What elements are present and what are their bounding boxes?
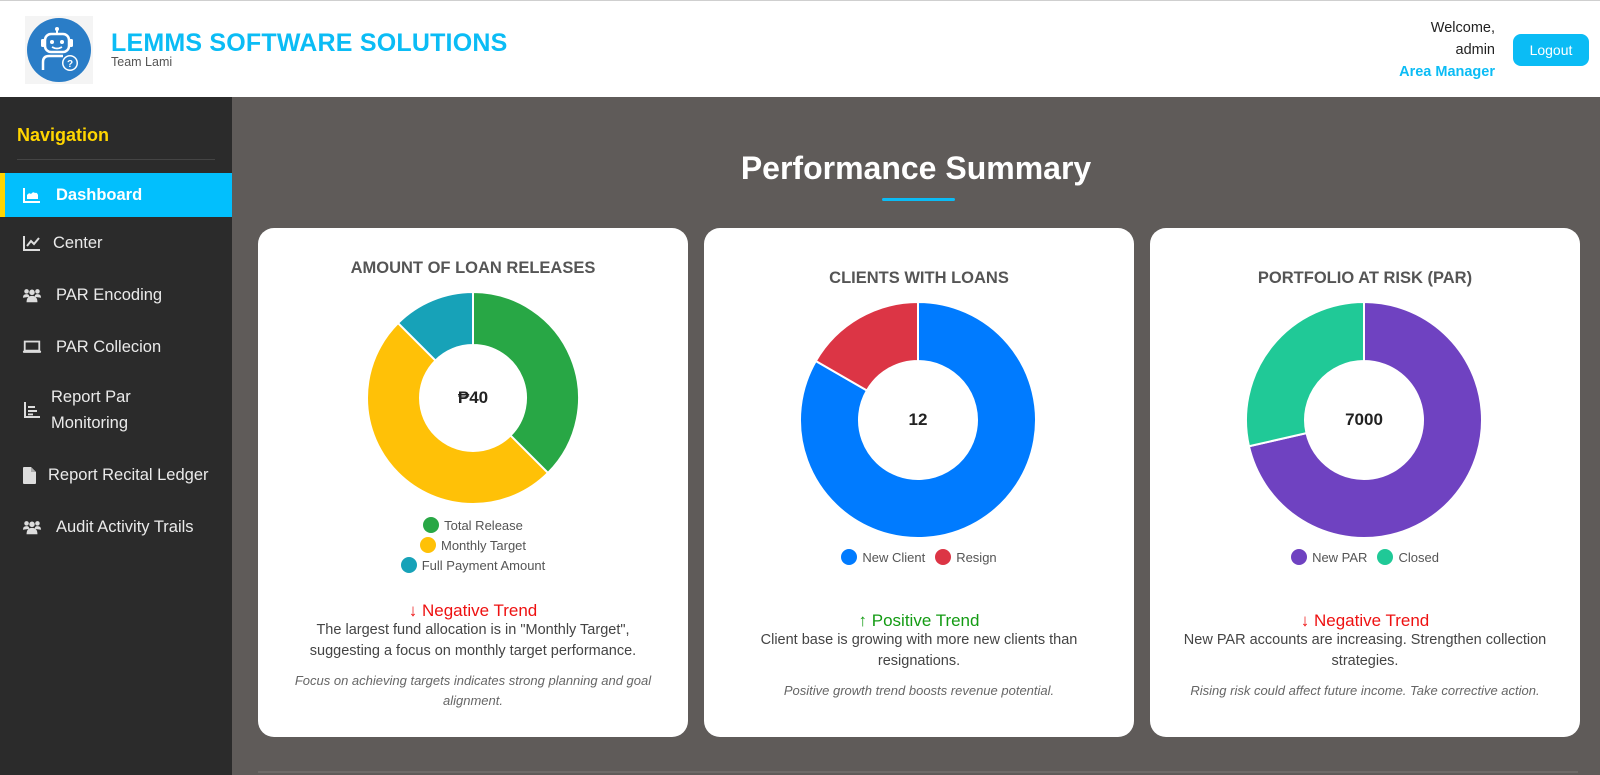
svg-text:?: ? (67, 59, 73, 70)
legend-item-closed[interactable]: Closed (1377, 549, 1439, 565)
sidebar-item-par-collecion[interactable]: PAR Collecion (0, 333, 232, 361)
bar-chart-icon (22, 400, 42, 420)
legend-dot (1377, 549, 1394, 565)
clients-donut-chart[interactable]: 12 (798, 300, 1038, 540)
par-donut-chart[interactable]: 7000 (1244, 300, 1484, 540)
legend-item-new-par[interactable]: New PAR (1291, 549, 1367, 565)
brand: LEMMS SOFTWARE SOLUTIONS Team Lami (111, 29, 507, 69)
robot-help-icon: ? (27, 18, 91, 82)
users-icon (22, 517, 42, 537)
sidebar-item-label: Center (53, 234, 103, 252)
donut-segment-resign[interactable] (814, 300, 919, 392)
donut-segment-total-release[interactable] (472, 290, 580, 475)
trend-indicator: ↑ Positive Trend (704, 611, 1134, 631)
sidebar-item-label: PAR Encoding (56, 286, 163, 304)
nav-divider (17, 159, 215, 160)
legend-item-new-client[interactable]: New Client (841, 549, 925, 565)
arrow-up-icon: ↑ (858, 611, 868, 630)
sidebar-item-label: Dashboard (56, 186, 143, 204)
legend-dot (935, 549, 952, 565)
sidebar-item-label: Report Recital Ledger (48, 466, 209, 484)
trend-label: Negative Trend (1313, 611, 1430, 630)
donut-center-value: 7000 (1345, 410, 1383, 429)
loan-releases-card: AMOUNT OF LOAN RELEASES ₱40 Total Releas… (258, 228, 688, 737)
trend-label: Positive Trend (871, 611, 980, 630)
legend-item-full-payment-amount[interactable]: Full Payment Amount (400, 557, 545, 573)
card-title: CLIENTS WITH LOANS (829, 269, 1009, 287)
clients-with-loans-card: CLIENTS WITH LOANS 12 New Client Resign … (704, 228, 1134, 737)
chart-legend: Total Release Monthly Target Full Paymen… (258, 517, 688, 573)
sidebar-item-audit-activity-trails[interactable]: Audit Activity Trails (0, 513, 232, 541)
line-chart-icon (22, 233, 42, 253)
legend-item-resign[interactable]: Resign (935, 549, 997, 565)
donut-center-value: 12 (908, 410, 928, 429)
brand-title: LEMMS SOFTWARE SOLUTIONS (111, 29, 508, 57)
chart-legend: New Client Resign (704, 549, 1134, 565)
area-chart-icon (22, 185, 42, 205)
donut-segment-closed[interactable] (1245, 300, 1365, 448)
trend-label: Negative Trend (421, 601, 538, 620)
title-underline (882, 198, 955, 201)
trend-note: Positive growth trend boosts revenue pot… (783, 683, 1055, 698)
trend-insight: Client base is growing with more new cli… (760, 632, 1078, 669)
arrow-down-icon: ↓ (1300, 611, 1310, 630)
card-title: PORTFOLIO AT RISK (PAR) (1257, 269, 1473, 287)
trend-insight: The largest fund allocation is in "Month… (309, 622, 637, 659)
legend-dot (1291, 549, 1308, 565)
trend-insight: New PAR accounts are increasing. Strengt… (1183, 632, 1547, 669)
sidebar-item-center[interactable]: Center (0, 229, 232, 257)
welcome-text: Welcome, (1430, 20, 1495, 36)
portfolio-at-risk-card: PORTFOLIO AT RISK (PAR) 7000 New PAR Clo… (1150, 228, 1580, 737)
sidebar-item-report-recital-ledger[interactable]: Report Recital Ledger (0, 461, 232, 489)
section-divider (258, 771, 1578, 773)
donut-segment-new-par[interactable] (1247, 300, 1483, 539)
users-icon (22, 285, 42, 305)
sidebar-item-label: Report Par Monitoring (51, 388, 131, 432)
arrow-down-icon: ↓ (408, 601, 418, 620)
legend-item-monthly-target[interactable]: Monthly Target (419, 537, 526, 553)
sidebar-item-par-encoding[interactable]: PAR Encoding (0, 281, 232, 309)
trend-indicator: ↓ Negative Trend (1150, 611, 1580, 631)
sidebar: Navigation Dashboard Center PAR Encoding… (0, 97, 232, 775)
laptop-icon (22, 337, 42, 357)
nav-title: Navigation (17, 125, 110, 145)
card-title: AMOUNT OF LOAN RELEASES (350, 259, 596, 277)
logo: ? (25, 16, 93, 84)
trend-note: Rising risk could affect future income. … (1190, 683, 1540, 698)
page-title: Performance Summary (740, 150, 1092, 186)
legend-dot (400, 557, 417, 573)
sidebar-item-label: PAR Collecion (56, 338, 162, 356)
donut-segment-monthly-target[interactable] (366, 321, 550, 505)
donut-center-value: ₱40 (457, 388, 489, 407)
sidebar-item-label: Audit Activity Trails (56, 518, 194, 536)
top-header: ? LEMMS SOFTWARE SOLUTIONS Team Lami Wel… (0, 0, 1600, 97)
legend-dot (423, 517, 440, 533)
sidebar-item-report-par-monitoring[interactable]: Report Par Monitoring (0, 383, 232, 437)
username: admin (1455, 42, 1496, 58)
logout-button[interactable]: Logout (1513, 34, 1589, 66)
user-info: Welcome, admin Area Manager (1399, 17, 1495, 83)
trend-indicator: ↓ Negative Trend (258, 601, 688, 621)
legend-item-total-release[interactable]: Total Release (423, 517, 523, 533)
donut-segment-new-client[interactable] (799, 300, 1037, 539)
brand-subtitle: Team Lami (111, 55, 173, 69)
file-icon (22, 465, 36, 485)
legend-dot (841, 549, 858, 565)
legend-dot (419, 537, 436, 553)
trend-note: Focus on achieving targets indicates str… (294, 673, 652, 708)
user-role: Area Manager (1399, 64, 1495, 80)
chart-legend: New PAR Closed (1150, 549, 1580, 565)
donut-segment-full-payment-amount[interactable] (396, 290, 474, 362)
loan-releases-donut-chart[interactable]: ₱40 (365, 290, 581, 506)
sidebar-item-dashboard[interactable]: Dashboard (0, 173, 232, 217)
